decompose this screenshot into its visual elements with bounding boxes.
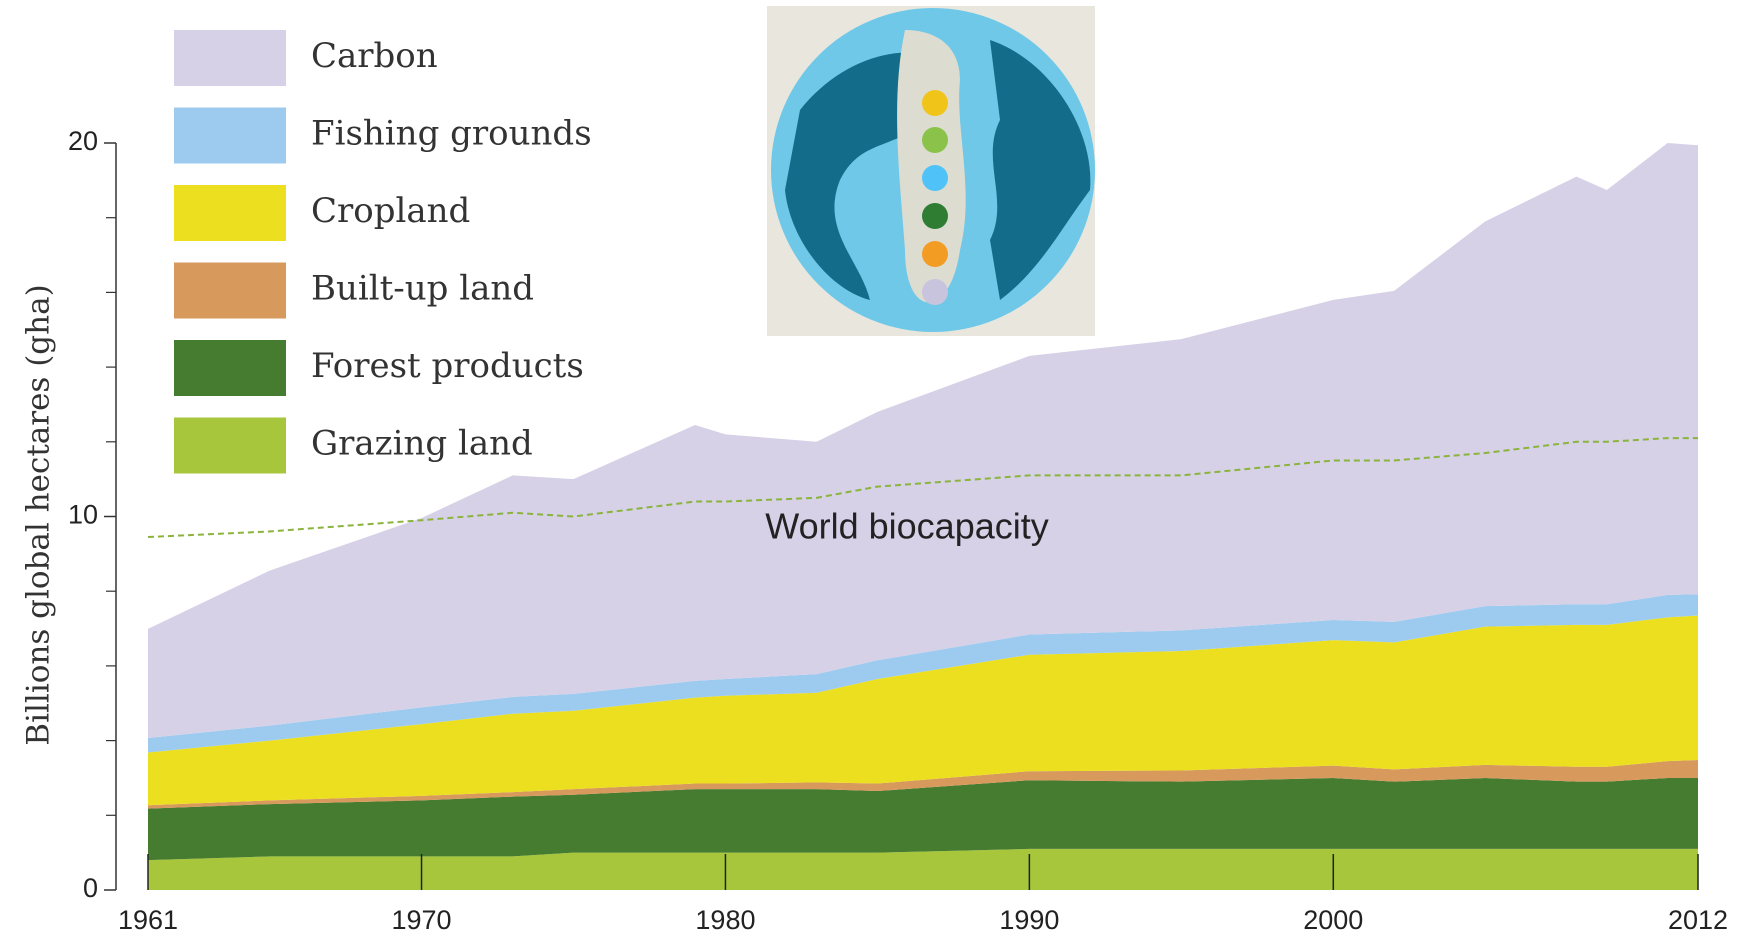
x-tick-label: 1970 — [391, 905, 451, 935]
biocapacity-line — [147, 437, 1698, 539]
area — [148, 848, 1698, 890]
x-tick-label: 1961 — [118, 905, 178, 935]
icon — [922, 279, 948, 305]
x-tick-label: 1990 — [999, 905, 1059, 935]
legend-label: Fishing grounds — [311, 114, 592, 154]
area — [148, 143, 1698, 738]
legend-label: Carbon — [311, 36, 438, 76]
legend-label: Forest products — [311, 346, 584, 386]
x-tick-label: 2000 — [1303, 905, 1363, 935]
legend-swatch — [174, 340, 286, 396]
y-tick-label: 10 — [68, 500, 98, 530]
y-tick-label: 0 — [83, 873, 98, 903]
legend: Carbon Fishing grounds Cropland Built-up la… — [174, 30, 592, 474]
area — [148, 615, 1698, 806]
y-axis-label: Billions global hectares (gha) — [21, 284, 57, 745]
icon — [922, 241, 948, 267]
legend-label: Cropland — [311, 191, 470, 231]
icon — [922, 90, 948, 116]
legend-swatch — [174, 262, 286, 319]
legend-swatch — [174, 30, 286, 86]
globe-illustration — [767, 6, 1095, 336]
legend-swatch — [174, 417, 286, 474]
area — [148, 760, 1698, 809]
area — [148, 594, 1698, 753]
legend-label: Grazing land — [311, 424, 533, 464]
y-tick-label: 20 — [68, 126, 98, 156]
legend-swatch — [174, 185, 286, 241]
annotation: World biocapacity — [765, 506, 1048, 547]
continent — [990, 40, 1091, 300]
legend-label: Built-up land — [311, 269, 534, 309]
plot-area: World biocapacity 0 10 20 1961 1970 1980 1990 20… — [68, 126, 1728, 935]
x-tick-label: 1980 — [695, 905, 755, 935]
x-tick-label: 2012 — [1668, 905, 1728, 935]
icon — [922, 127, 948, 153]
legend-swatch — [174, 107, 286, 164]
icon — [922, 165, 948, 191]
icon — [922, 203, 948, 229]
area — [148, 777, 1698, 861]
